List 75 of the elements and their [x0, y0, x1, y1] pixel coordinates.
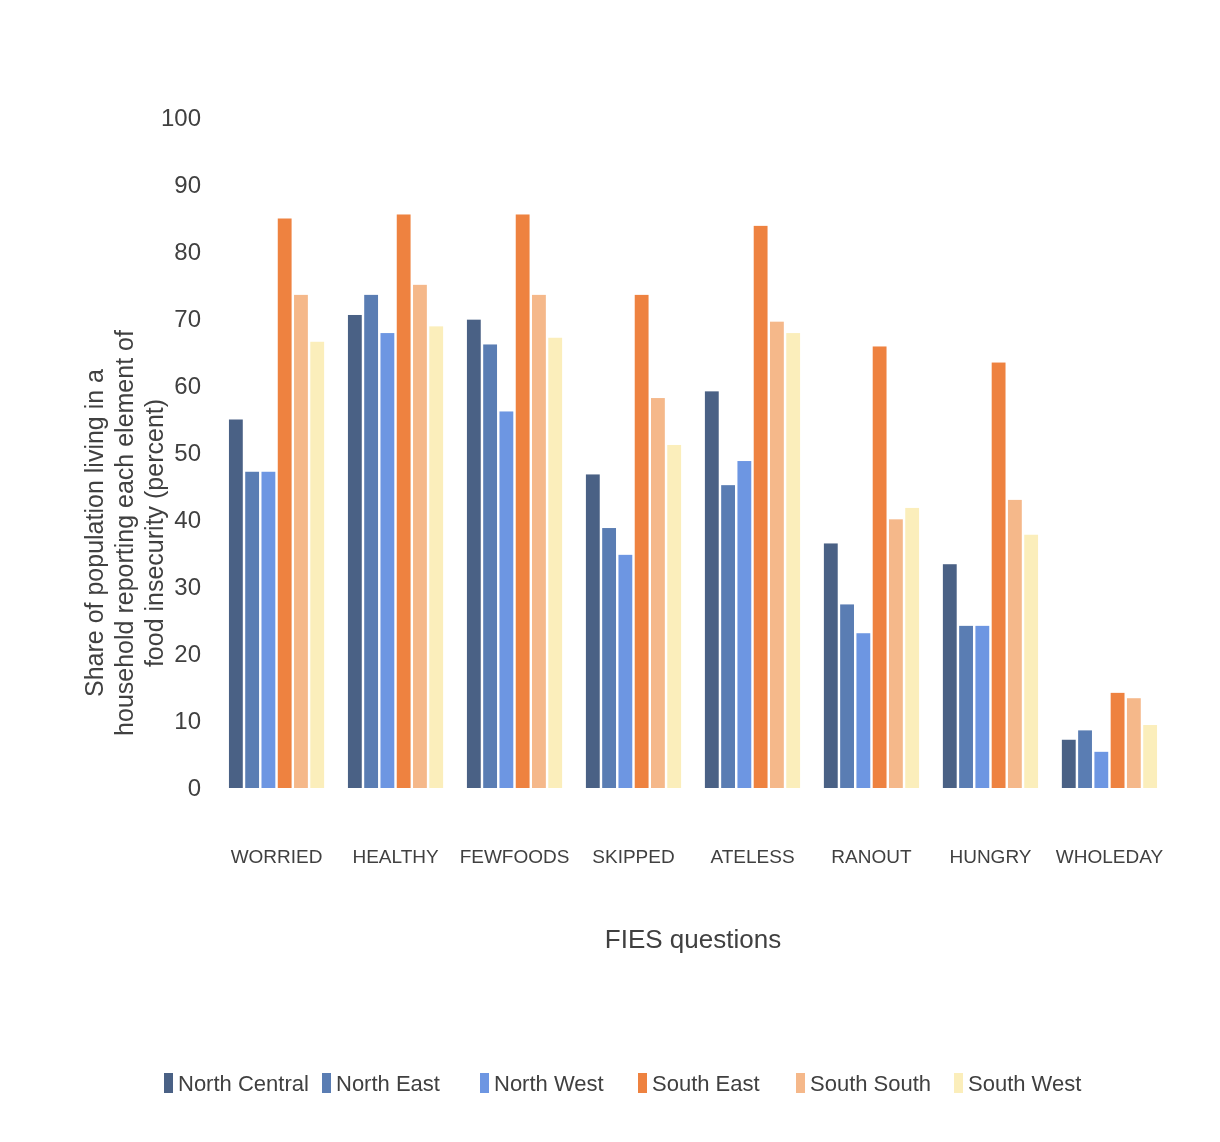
- bar: [959, 625, 973, 788]
- bar: [602, 528, 617, 788]
- bar: [364, 294, 379, 788]
- bar: [618, 554, 633, 788]
- bar: [1024, 534, 1039, 788]
- bar: [1061, 739, 1076, 788]
- x-tick-label: HUNGRY: [949, 846, 1032, 867]
- x-tick-label: HEALTHY: [352, 846, 439, 867]
- y-tick-label: 60: [174, 372, 201, 400]
- bar: [856, 633, 871, 788]
- bar: [429, 326, 444, 788]
- bar: [396, 214, 411, 788]
- bar: [228, 419, 243, 788]
- bar: [277, 218, 292, 788]
- bar: [499, 411, 514, 788]
- legend-label: North West: [494, 1070, 604, 1096]
- x-tick-label: ATELESS: [710, 846, 795, 867]
- bar: [294, 294, 308, 788]
- legend-label: South South: [810, 1070, 932, 1096]
- bar: [872, 346, 887, 788]
- bar: [245, 471, 260, 788]
- bar: [823, 543, 838, 788]
- bar: [1078, 730, 1092, 788]
- y-tick-label: 40: [174, 506, 201, 534]
- bar: [840, 604, 854, 788]
- bar: [347, 314, 362, 788]
- bar: [651, 398, 665, 788]
- x-axis-title: FIES questions: [604, 924, 782, 954]
- bar: [466, 319, 481, 788]
- bar: [1110, 692, 1125, 788]
- bar: [1094, 751, 1109, 788]
- bar: [753, 225, 768, 788]
- bar: [975, 625, 990, 788]
- y-tick-label: 50: [174, 439, 201, 467]
- x-tick-label: FEWFOODS: [459, 846, 570, 867]
- y-tick-label: 20: [174, 640, 201, 668]
- bar: [721, 485, 735, 788]
- bar: [942, 564, 957, 788]
- bar: [532, 294, 546, 788]
- bar: [667, 444, 682, 788]
- bar: [737, 461, 752, 788]
- y-tick-label: 100: [160, 104, 201, 132]
- bar: [634, 294, 649, 788]
- bar: [310, 341, 325, 788]
- bar: [261, 471, 276, 788]
- bar: [413, 284, 427, 788]
- x-tick-label: RANOUT: [831, 846, 912, 867]
- y-tick-label: 70: [174, 305, 201, 333]
- bar: [585, 474, 600, 788]
- bar: [1007, 499, 1022, 788]
- bar: [515, 214, 530, 788]
- y-tick-label: 30: [174, 573, 201, 601]
- bar: [380, 333, 395, 788]
- bar: [483, 344, 498, 788]
- legend-label: South East: [652, 1070, 760, 1096]
- x-tick-label: SKIPPED: [592, 846, 675, 867]
- bar: [991, 362, 1006, 788]
- x-tick-label: WHOLEDAY: [1055, 846, 1164, 867]
- y-tick-label: 10: [174, 707, 201, 735]
- bar: [1143, 725, 1158, 788]
- y-axis-title: Share of population living in a household reporting each element of food insecurity (percent): [80, 330, 168, 736]
- bar: [1126, 698, 1141, 788]
- y-tick-label: 80: [174, 238, 201, 266]
- bar: [769, 321, 784, 788]
- bar: [888, 519, 903, 788]
- legend-label: North East: [336, 1070, 440, 1096]
- bar: [704, 391, 719, 788]
- bar: [786, 333, 801, 788]
- y-tick-label: 0: [187, 774, 201, 802]
- legend-label: North Central: [178, 1070, 309, 1096]
- y-tick-label: 90: [174, 171, 201, 199]
- x-tick-label: WORRIED: [230, 846, 323, 867]
- legend-label: South West: [968, 1070, 1082, 1096]
- bar: [548, 337, 563, 788]
- bar: [905, 507, 920, 788]
